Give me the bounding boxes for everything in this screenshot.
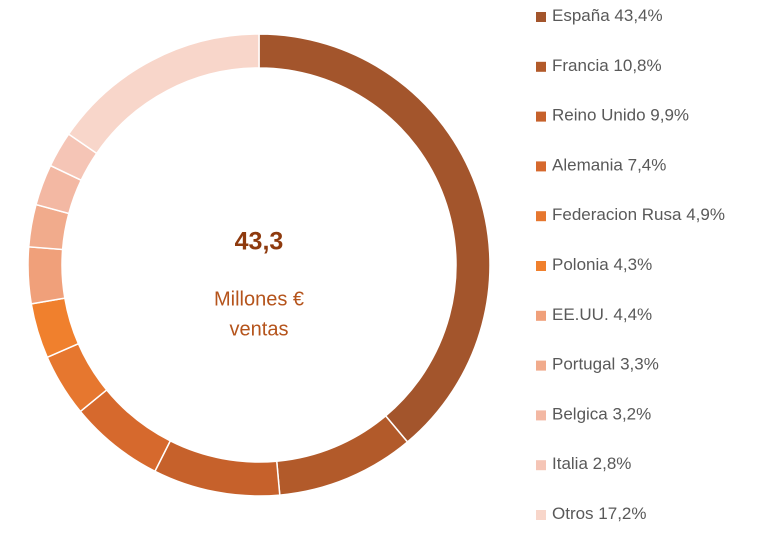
legend-entry: Polonia 4,3% — [552, 255, 652, 274]
legend-name: Otros — [552, 504, 594, 523]
donut-segment — [275, 414, 409, 496]
donut-segment — [153, 439, 281, 497]
legend-value: 4,3% — [613, 255, 652, 274]
legend-swatch — [536, 61, 546, 72]
legend-name: Alemania — [552, 156, 623, 175]
legend-entry: Otros 17,2% — [552, 504, 647, 523]
legend-entry: Reino Unido 9,9% — [552, 106, 689, 125]
legend-value: 43,4% — [614, 6, 662, 25]
legend-entry: Portugal 3,3% — [552, 355, 659, 374]
legend-name: España — [552, 6, 610, 25]
donut-segment — [258, 33, 491, 444]
legend-entry: Belgica 3,2% — [552, 405, 651, 424]
legend-value: 3,3% — [620, 355, 659, 374]
legend-swatch — [536, 211, 546, 222]
legend-name: Reino Unido — [552, 106, 646, 125]
center-value: 43,3 — [235, 228, 284, 256]
legend-value: 17,2% — [598, 504, 646, 523]
legend-entry: España 43,4% — [552, 6, 663, 25]
donut-segment — [79, 388, 172, 473]
donut-segment — [27, 246, 66, 305]
donut-segment — [67, 33, 260, 155]
legend-swatch — [536, 310, 546, 321]
legend-entry: Federacion Rusa 4,9% — [552, 206, 725, 225]
legend-name: Italia — [552, 455, 588, 474]
legend-swatch — [536, 510, 546, 520]
legend-name: Portugal — [552, 355, 615, 374]
legend-value: 4,4% — [613, 305, 652, 324]
legend-swatch — [536, 111, 546, 122]
legend-entry: EE.UU. 4,4% — [552, 305, 652, 324]
legend-value: 3,2% — [613, 405, 652, 424]
legend-entry: Alemania 7,4% — [552, 156, 666, 175]
legend-name: Polonia — [552, 255, 609, 274]
legend-value: 7,4% — [628, 156, 667, 175]
legend-name: Belgica — [552, 405, 608, 424]
legend-name: Francia — [552, 56, 609, 75]
legend-swatch — [536, 360, 546, 371]
legend-swatch — [536, 161, 546, 172]
legend-value: 4,9% — [686, 206, 725, 225]
legend-swatch — [536, 12, 546, 22]
legend-entry: Italia 2,8% — [552, 455, 631, 474]
legend-swatch — [536, 261, 546, 271]
legend-value: 10,8% — [613, 56, 661, 75]
legend-value: 2,8% — [593, 455, 632, 474]
legend-swatch — [536, 410, 546, 421]
legend-name: Federacion Rusa — [552, 206, 682, 225]
center-label: ventas — [230, 318, 289, 340]
legend-value: 9,9% — [650, 106, 689, 125]
legend-name: EE.UU. — [552, 305, 609, 324]
legend-entry: Francia 10,8% — [552, 56, 662, 75]
legend-swatch — [536, 460, 546, 471]
center-label: Millones € — [214, 288, 304, 310]
